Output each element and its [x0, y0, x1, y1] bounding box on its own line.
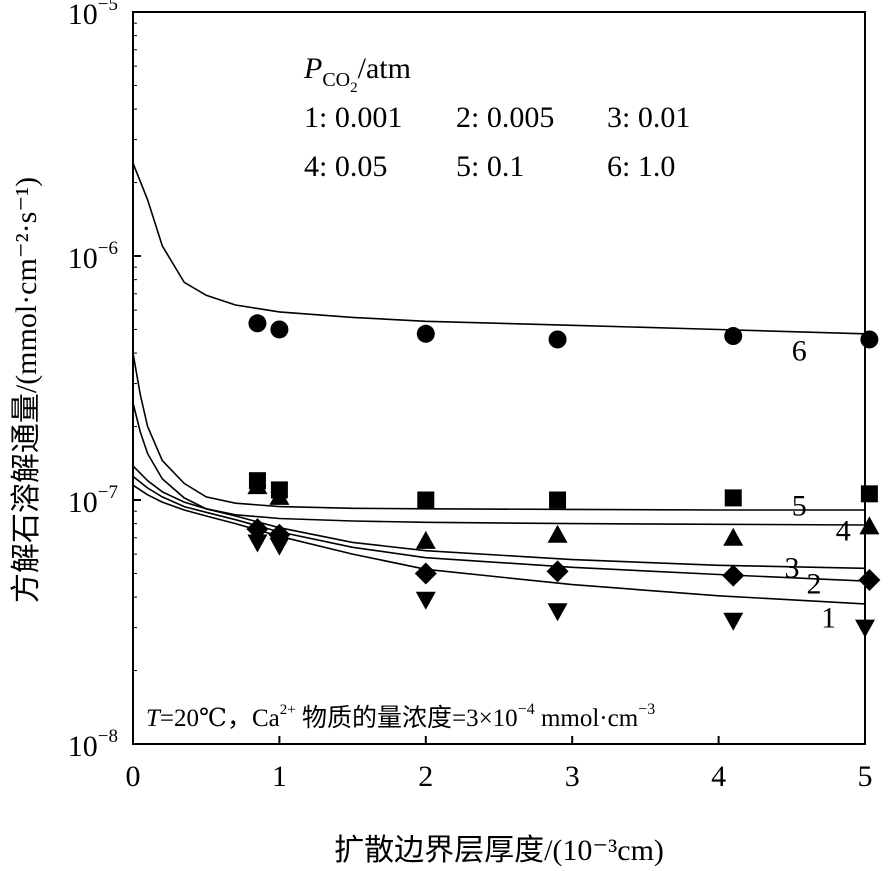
- point-series-2: [546, 560, 569, 583]
- legend-entry-3: 3: 0.01: [607, 101, 690, 134]
- y-tick-exponent: −6: [98, 238, 118, 259]
- y-tick-label: 10−5: [68, 0, 118, 31]
- conditions-note: T=20℃，Ca2+ 物质的量浓度=3×10−4 mmol·cm−3: [146, 701, 655, 732]
- point-series-2: [858, 569, 881, 592]
- legend-title-co: CO: [322, 69, 350, 91]
- point-series-4: [547, 524, 568, 543]
- legend-title-2: 2: [350, 80, 358, 96]
- x-axis-title: 扩散边界层厚度/(10⁻³cm): [334, 834, 664, 867]
- legend-entry-6: 6: 1.0: [607, 150, 675, 183]
- y-tick-exponent: −8: [98, 726, 118, 747]
- note-unit: mmol·cm: [535, 705, 639, 732]
- curve-label-6: 6: [792, 334, 807, 367]
- point-series-1: [723, 612, 744, 631]
- point-series-2: [414, 562, 437, 585]
- legend-entry-1: 1: 0.001: [304, 101, 402, 134]
- curve-label-4: 4: [836, 514, 851, 547]
- point-series-1: [415, 591, 436, 610]
- legend-title: PCO2/atm: [303, 52, 411, 96]
- note-ca-sup: 2+: [280, 702, 296, 718]
- point-series-6: [548, 330, 567, 349]
- note-t-symbol: T: [146, 705, 162, 732]
- y-tick-exponent: −5: [98, 0, 118, 15]
- point-series-5: [270, 481, 288, 499]
- note-unit-exp: −3: [638, 701, 655, 718]
- point-series-1: [247, 534, 268, 553]
- note-exp: −4: [518, 701, 535, 718]
- point-series-2: [246, 518, 269, 541]
- x-tick-label: 3: [565, 760, 580, 793]
- point-series-6: [270, 320, 289, 339]
- point-series-4: [723, 527, 744, 546]
- point-series-2: [722, 564, 745, 587]
- point-series-4: [415, 530, 436, 549]
- y-tick-base: 10: [68, 0, 98, 31]
- point-series-5: [248, 472, 266, 490]
- legend-entry-2: 2: 0.005: [456, 101, 554, 134]
- curve-series-3: [132, 465, 866, 570]
- y-tick-exponent: −7: [98, 482, 118, 503]
- note-rest: 物质的量浓度=3×10: [296, 704, 518, 732]
- legend: PCO2/atm 1: 0.001 2: 0.005 3: 0.01 4: 0.…: [303, 52, 690, 183]
- y-tick-base: 10: [68, 242, 98, 275]
- x-tick-label: 4: [711, 760, 726, 793]
- point-series-2: [268, 523, 291, 546]
- y-tick-label: 10−8: [68, 726, 118, 763]
- curve-series-6: [132, 162, 866, 335]
- curve-series-4: [132, 402, 866, 526]
- curve-label-3: 3: [784, 551, 799, 584]
- x-tick-label: 5: [858, 760, 873, 793]
- legend-title-unit: /atm: [358, 52, 411, 85]
- point-series-1: [269, 537, 290, 556]
- curve-label-1: 1: [821, 601, 836, 634]
- legend-title-p: P: [303, 52, 322, 85]
- data-points: [246, 314, 881, 638]
- legend-entry-5: 5: 0.1: [456, 150, 524, 183]
- point-series-6: [248, 314, 267, 333]
- point-series-6: [724, 327, 743, 346]
- point-series-1: [855, 619, 875, 638]
- x-tick-label: 0: [126, 760, 141, 793]
- point-series-5: [417, 491, 435, 509]
- y-axis-title: 方解石溶解通量/(mmol·cm⁻²·s⁻¹): [10, 177, 43, 603]
- fit-curves: [132, 162, 866, 605]
- point-series-6: [416, 324, 435, 343]
- y-tick-base: 10: [68, 730, 98, 763]
- point-series-6: [860, 330, 879, 349]
- curve-label-5: 5: [792, 489, 807, 522]
- y-tick-label: 10−6: [68, 238, 118, 275]
- x-tick-label: 2: [418, 760, 433, 793]
- point-series-1: [547, 603, 568, 622]
- y-tick-base: 10: [68, 486, 98, 519]
- y-tick-label: 10−7: [68, 482, 118, 519]
- point-series-5: [724, 489, 742, 507]
- point-series-4: [859, 516, 880, 535]
- curve-series-5: [132, 352, 865, 511]
- point-series-5: [549, 491, 567, 509]
- point-series-5: [860, 485, 878, 503]
- axis-ticks: 0 1 2 3 4 510−810−710−610−5: [68, 0, 873, 793]
- legend-entry-4: 4: 0.05: [304, 150, 387, 183]
- note-t-value: =20℃，Ca: [160, 705, 280, 732]
- x-tick-label: 1: [272, 760, 287, 793]
- curve-label-2: 2: [806, 567, 821, 600]
- plot-frame: [132, 11, 866, 745]
- curve-labels: 123 45 6: [784, 334, 850, 634]
